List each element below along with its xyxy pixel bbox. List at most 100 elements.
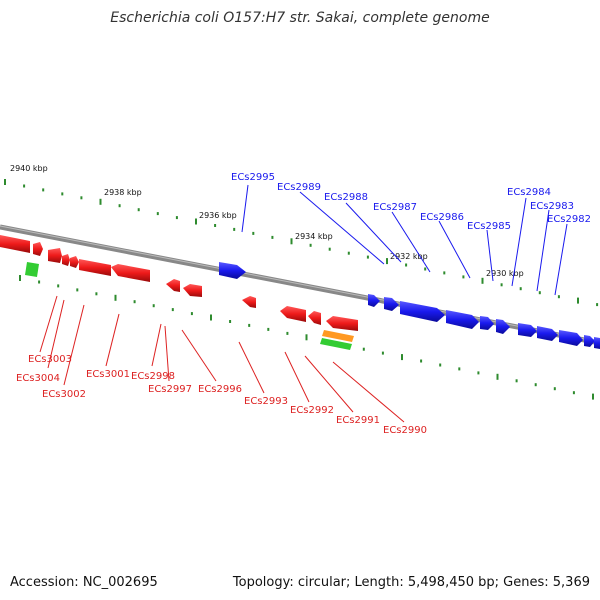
gene-arrow[interactable] [48, 248, 62, 263]
gene-arrow[interactable] [280, 306, 306, 322]
tick-labels: 2940 kbp 2938 kbp 2936 kbp 2934 kbp 2932… [10, 164, 524, 278]
minor-tick [286, 331, 289, 335]
gene-arrow[interactable] [79, 259, 111, 276]
major-tick [481, 277, 484, 284]
gene-label[interactable]: ECs2992 [290, 405, 334, 416]
tick-label: 2938 kbp [104, 188, 142, 197]
gene-arrow[interactable] [308, 311, 321, 325]
gene-arrow[interactable] [33, 242, 43, 256]
major-tick [386, 258, 388, 265]
gene-arrow[interactable] [594, 337, 600, 349]
leader-line [299, 191, 385, 265]
gene-label[interactable]: ECs2993 [244, 396, 288, 407]
leader-line [47, 299, 65, 369]
gene-arrow[interactable] [384, 297, 399, 311]
gene-label[interactable]: ECs2995 [231, 172, 275, 183]
gene-arrow[interactable] [400, 301, 445, 322]
leader-line [39, 295, 58, 353]
rna-features [25, 262, 354, 350]
gene-arrow[interactable] [518, 323, 537, 337]
minor-tick [347, 251, 350, 255]
tick-label: 2940 kbp [10, 164, 48, 173]
rna-feature[interactable] [322, 330, 354, 342]
major-tick [210, 314, 212, 321]
inner-tick-row [19, 275, 594, 400]
gene-label[interactable]: ECs2987 [373, 202, 417, 213]
minor-tick [267, 327, 270, 331]
major-tick [195, 218, 197, 225]
genome-summary: Topology: circular; Length: 5,498,450 bp… [232, 575, 590, 590]
gene-arrow[interactable] [368, 294, 380, 307]
leader-line [554, 223, 568, 296]
gene-label[interactable]: ECs2986 [420, 212, 464, 223]
gene-arrow[interactable] [480, 316, 494, 330]
minor-tick [61, 192, 64, 196]
gene-label[interactable]: ECs3004 [16, 373, 60, 384]
tick-label: 2936 kbp [199, 211, 237, 220]
minor-tick [118, 204, 121, 208]
gene-label[interactable]: ECs2983 [530, 201, 574, 212]
gene-label[interactable]: ECs3003 [28, 354, 72, 365]
minor-tick [538, 291, 541, 295]
minor-tick [572, 391, 575, 395]
forward-gene-features [219, 262, 600, 349]
gene-label[interactable]: ECs2990 [383, 425, 427, 436]
leader-line [486, 229, 494, 282]
reverse-leader-lines [39, 295, 405, 423]
accession-label: Accession: NC_002695 [10, 575, 158, 590]
reverse-gene-features [0, 235, 358, 331]
gene-arrow[interactable] [446, 310, 479, 329]
minor-tick [175, 216, 178, 220]
gene-arrow[interactable] [166, 279, 180, 292]
gene-arrow[interactable] [219, 262, 246, 279]
gene-label[interactable]: ECs2991 [336, 415, 380, 426]
gene-arrow[interactable] [584, 335, 595, 347]
minor-tick [214, 224, 217, 227]
minor-tick [515, 379, 518, 383]
rna-feature[interactable] [25, 262, 39, 277]
gene-arrow[interactable] [537, 326, 558, 341]
gene-label[interactable]: ECs2984 [507, 187, 551, 198]
gene-arrow[interactable] [70, 256, 79, 268]
forward-leader-lines [241, 184, 568, 296]
gene-label[interactable]: ECs2982 [547, 214, 591, 225]
leader-line [284, 351, 310, 403]
gene-arrow[interactable] [0, 235, 30, 253]
minor-tick [80, 196, 83, 200]
minor-tick [152, 304, 155, 308]
minor-tick [137, 208, 140, 212]
gene-arrow[interactable] [496, 319, 510, 334]
gene-label[interactable]: ECs2988 [324, 192, 368, 203]
leader-line [63, 304, 85, 386]
gene-arrow[interactable] [183, 284, 202, 297]
gene-label[interactable]: ECs2997 [148, 384, 192, 395]
gene-arrow[interactable] [326, 316, 358, 331]
major-tick [401, 354, 403, 361]
gene-label[interactable]: ECs2998 [131, 371, 175, 382]
minor-tick [534, 383, 537, 387]
minor-tick [458, 367, 461, 371]
gene-label[interactable]: ECs2985 [467, 221, 511, 232]
leader-line [164, 325, 170, 382]
gene-label[interactable]: ECs3001 [86, 369, 130, 380]
gene-label[interactable]: ECs2989 [277, 182, 321, 193]
minor-tick [477, 371, 480, 375]
tick-label: 2934 kbp [295, 232, 333, 241]
reverse-gene-labels: ECs3003 ECs3004 ECs3002 ECs3001 ECs2998 … [16, 354, 427, 436]
leader-line [511, 197, 527, 287]
gene-arrow[interactable] [242, 296, 256, 308]
gene-arrow[interactable] [559, 330, 583, 346]
minor-tick [519, 287, 522, 291]
gene-arrow[interactable] [62, 254, 70, 266]
minor-tick [405, 263, 408, 267]
gene-label[interactable]: ECs2996 [198, 384, 242, 395]
gene-arrow[interactable] [111, 264, 150, 282]
minor-tick [171, 308, 174, 312]
gene-label[interactable]: ECs3002 [42, 389, 86, 400]
major-tick [305, 334, 308, 341]
minor-tick [366, 255, 369, 259]
minor-tick [362, 347, 365, 351]
leader-line [151, 323, 162, 367]
rna-feature[interactable] [320, 338, 352, 350]
